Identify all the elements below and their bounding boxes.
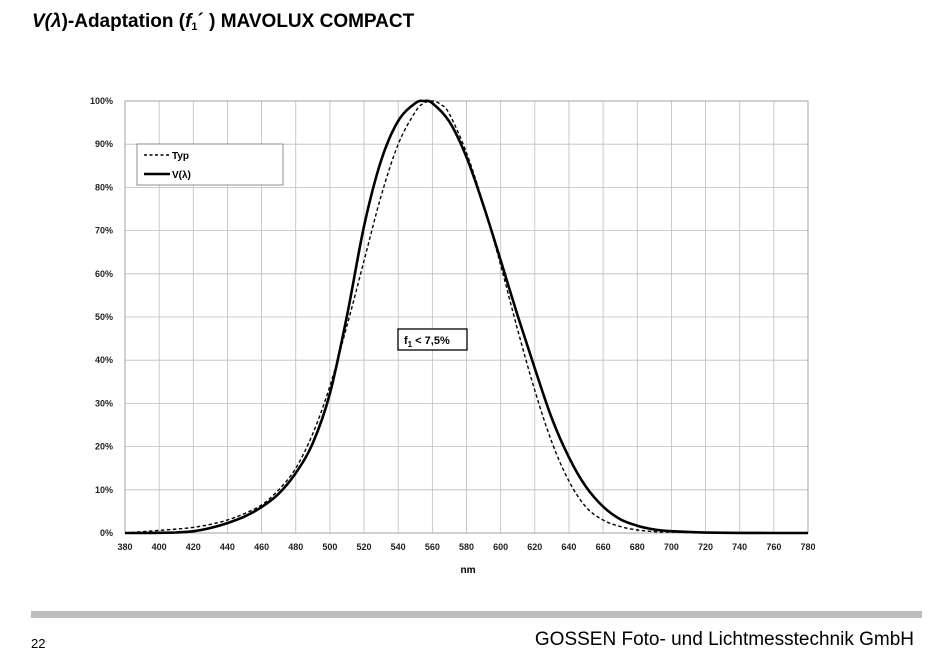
x-axis-title: nm: [461, 565, 476, 576]
x-tick-label: 540: [391, 542, 406, 552]
x-tick-label: 740: [732, 542, 747, 552]
x-tick-label: 400: [152, 542, 167, 552]
y-tick-label: 40%: [95, 355, 113, 365]
x-tick-label: 380: [117, 542, 132, 552]
title-lambda: λ: [51, 11, 62, 32]
annotation-box: [397, 328, 468, 351]
company-name: GOSSEN Foto- und Lichtmesstechnik GmbH: [534, 629, 914, 650]
annotation-subscript: 1: [408, 340, 413, 349]
x-tick-label: 580: [459, 542, 474, 552]
x-tick-label: 720: [698, 542, 713, 552]
page-number: 22: [31, 636, 46, 651]
x-tick-label: 600: [493, 542, 508, 552]
x-tick-label: 460: [254, 542, 269, 552]
title-subscript: 1: [191, 21, 198, 33]
legend-box: [136, 143, 284, 186]
legend: Typ V(λ): [136, 143, 284, 186]
x-tick-label: 480: [288, 542, 303, 552]
x-tick-label: 500: [322, 542, 337, 552]
x-tick-label: 780: [800, 542, 815, 552]
annotation-rest: < 7,5%: [412, 335, 450, 347]
x-tick-label: 760: [766, 542, 781, 552]
x-tick-label: 520: [357, 542, 372, 552]
title-end: ´ ) MAVOLUX COMPACT: [197, 11, 415, 32]
y-tick-label: 60%: [95, 269, 113, 279]
y-axis-ticks: 0% 10% 20% 30% 40% 50% 60% 70% 80% 90% 100%: [90, 96, 113, 538]
annotation-text: f1 < 7,5%: [404, 335, 450, 349]
y-tick-label: 0%: [100, 528, 113, 538]
x-tick-label: 640: [561, 542, 576, 552]
title-mid: )-Adaptation (: [61, 11, 186, 32]
y-tick-label: 50%: [95, 312, 113, 322]
plot-frame: [124, 100, 809, 534]
annotation-f: f: [404, 335, 408, 347]
y-tick-label: 100%: [90, 96, 113, 106]
grid: [124, 100, 809, 534]
annotation: f1 < 7,5%: [397, 328, 468, 351]
page-title: V(λ)-Adaptation (f1´ ) MAVOLUX COMPACT: [32, 11, 414, 33]
title-f: f: [185, 11, 192, 32]
x-tick-label: 420: [186, 542, 201, 552]
y-tick-label: 80%: [95, 182, 113, 192]
legend-label-v-lambda: V(λ): [172, 170, 191, 181]
x-axis-ticks: 380 400 420 440 460 480 500 520 540 560 580 600 620 6…: [117, 542, 815, 552]
y-tick-label: 10%: [95, 485, 113, 495]
series-line-typ: [124, 100, 808, 534]
series-line-v-lambda: [125, 99, 808, 535]
footer-bar: [31, 611, 922, 618]
x-tick-label: 560: [425, 542, 440, 552]
y-tick-label: 30%: [95, 398, 113, 408]
x-tick-label: 700: [664, 542, 679, 552]
legend-label-typ: Typ: [172, 151, 189, 162]
x-tick-label: 440: [220, 542, 235, 552]
x-tick-label: 680: [630, 542, 645, 552]
y-tick-label: 90%: [95, 139, 113, 149]
y-tick-label: 70%: [95, 226, 113, 236]
series-lines: [124, 99, 808, 535]
y-tick-label: 20%: [95, 442, 113, 452]
x-tick-label: 620: [527, 542, 542, 552]
title-v: V(: [32, 11, 51, 32]
x-tick-label: 660: [596, 542, 611, 552]
